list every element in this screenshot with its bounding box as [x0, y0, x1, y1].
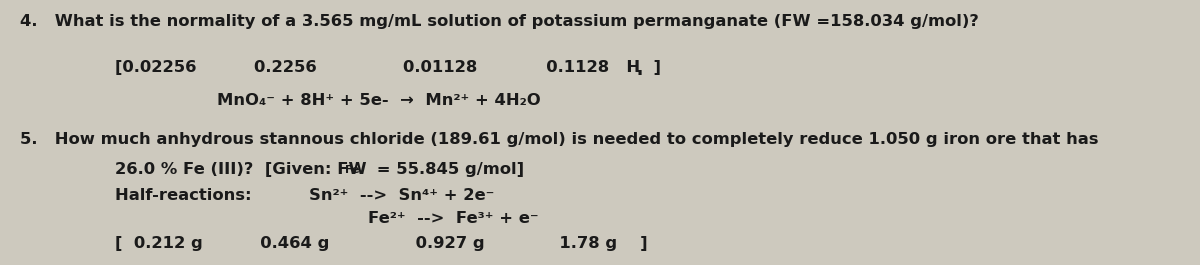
Text: = 55.845 g/mol]: = 55.845 g/mol] — [371, 162, 524, 177]
Text: Fe²⁺  -->  Fe³⁺ + e⁻: Fe²⁺ --> Fe³⁺ + e⁻ — [368, 211, 539, 226]
Text: 5.   How much anhydrous stannous chloride (189.61 g/mol) is needed to completely: 5. How much anhydrous stannous chloride … — [20, 132, 1099, 147]
Text: Fe: Fe — [344, 165, 359, 175]
Text: 26.0 % Fe (III)?  [Given: FW: 26.0 % Fe (III)? [Given: FW — [115, 162, 367, 177]
Text: [0.02256          0.2256               0.01128            0.1128   Ң  ]: [0.02256 0.2256 0.01128 0.1128 Ң ] — [115, 60, 661, 75]
Text: Half-reactions:          Sn²⁺  -->  Sn⁴⁺ + 2e⁻: Half-reactions: Sn²⁺ --> Sn⁴⁺ + 2e⁻ — [115, 188, 494, 203]
Text: MnO₄⁻ + 8H⁺ + 5e-  →  Mn²⁺ + 4H₂O: MnO₄⁻ + 8H⁺ + 5e- → Mn²⁺ + 4H₂O — [217, 93, 541, 108]
Text: 4.   What is the normality of a 3.565 mg/mL solution of potassium permanganate (: 4. What is the normality of a 3.565 mg/m… — [20, 14, 979, 29]
Text: [  0.212 g          0.464 g               0.927 g             1.78 g    ]: [ 0.212 g 0.464 g 0.927 g 1.78 g ] — [115, 236, 648, 251]
